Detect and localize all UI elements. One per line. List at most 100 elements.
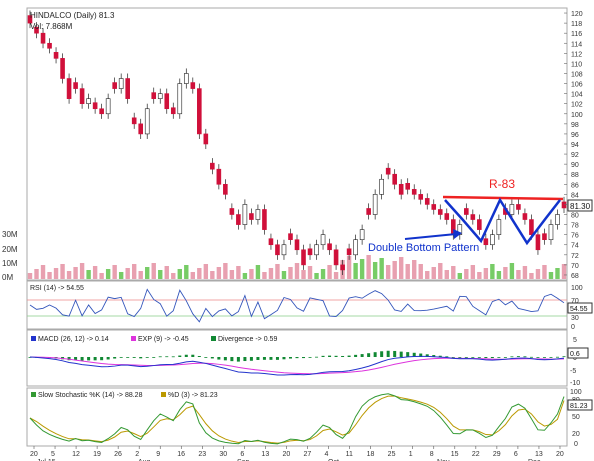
x-day-tick: 8 xyxy=(430,451,434,458)
divergence-bar xyxy=(432,355,436,357)
rsi-series xyxy=(29,288,565,323)
candle xyxy=(86,98,91,105)
volume-bar xyxy=(99,273,104,279)
rsi-tick-30: 30 xyxy=(571,315,579,322)
divergence-bar xyxy=(178,355,182,357)
volume-bar xyxy=(301,270,306,279)
x-day-tick: 29 xyxy=(493,451,501,458)
stoch-current-box xyxy=(567,399,593,411)
volume-bar xyxy=(385,265,391,279)
candle xyxy=(177,83,183,115)
divergence-bar xyxy=(555,356,559,358)
volume-bar xyxy=(548,272,554,279)
divergence-bar xyxy=(113,357,117,359)
rsi-tick-70: 70 xyxy=(571,298,579,305)
candle xyxy=(131,117,137,125)
volume-bar xyxy=(294,263,300,279)
stoch-panel xyxy=(26,387,568,447)
stoch-d-legend: %D (3) -> 81.23 xyxy=(168,392,218,399)
last-price-label: 81.30 xyxy=(570,202,591,211)
stoch-tick-20: 20 xyxy=(572,431,580,438)
divergence-bar xyxy=(438,355,442,357)
volume-bar xyxy=(555,268,560,279)
candle xyxy=(555,214,560,225)
divergence-bar xyxy=(380,351,384,357)
candle xyxy=(210,162,215,170)
stoch-tick-50: 50 xyxy=(572,414,580,421)
candle xyxy=(424,198,430,205)
candle xyxy=(53,52,59,59)
macd-tick-neg10: -10 xyxy=(570,380,580,387)
price-tick-86: 86 xyxy=(571,182,579,189)
candle xyxy=(418,194,424,200)
candle xyxy=(288,233,293,241)
pattern-arrow-line xyxy=(404,233,457,240)
divergence-bar xyxy=(412,352,416,357)
divergence-bar xyxy=(126,357,130,358)
volume-bar xyxy=(66,271,72,279)
divergence-bar xyxy=(74,357,78,361)
x-day-tick: 12 xyxy=(72,451,80,458)
volume-bar xyxy=(314,273,319,279)
pattern-arrow-head xyxy=(453,229,462,239)
candle xyxy=(183,73,189,84)
volume-bar xyxy=(177,269,182,279)
divergence-bar xyxy=(510,356,514,358)
volume-readout: Vol: 7.868M xyxy=(30,22,73,31)
divergence-bar xyxy=(191,354,195,357)
divergence-bar xyxy=(282,357,286,360)
x-day-tick: 30 xyxy=(219,451,227,458)
rsi-current-label: 54.55 xyxy=(570,306,588,313)
pattern-label: Double Bottom Pattern xyxy=(368,242,479,254)
volume-bar xyxy=(451,266,456,279)
x-month-label: Sep xyxy=(237,459,250,461)
volume-bar xyxy=(281,271,287,279)
price-tick-108: 108 xyxy=(571,71,583,78)
divergence-bar xyxy=(542,357,546,358)
divergence-bar xyxy=(477,357,481,358)
candle xyxy=(327,243,332,251)
volume-bar xyxy=(392,261,397,279)
price-tick-120: 120 xyxy=(571,11,583,18)
volume-bar xyxy=(223,263,228,279)
volume-bar xyxy=(372,262,378,279)
candle xyxy=(561,201,567,209)
volume-bar xyxy=(359,259,365,279)
candle xyxy=(542,233,547,241)
volume-bar xyxy=(333,272,339,279)
candle xyxy=(320,234,326,246)
price-tick-72: 72 xyxy=(571,253,579,260)
stoch-series xyxy=(29,393,565,445)
candle xyxy=(372,194,378,215)
volume-bar xyxy=(112,265,117,279)
price-tick-94: 94 xyxy=(571,142,579,149)
price-tick-98: 98 xyxy=(571,122,579,129)
candle xyxy=(268,238,274,246)
stoch-current-label: 81.23 xyxy=(570,403,588,410)
macd-current-box xyxy=(567,347,589,359)
divergence-bar xyxy=(210,357,214,359)
rsi-current-box xyxy=(567,302,593,314)
volume-bar xyxy=(47,272,52,279)
exp-legend-swatch xyxy=(131,336,136,341)
price-tick-74: 74 xyxy=(571,243,579,250)
divergence-bar xyxy=(295,357,299,359)
candle xyxy=(242,204,248,225)
candle xyxy=(125,78,130,99)
divergence-bar xyxy=(373,352,377,357)
candle xyxy=(483,238,489,246)
divergence-bar xyxy=(171,356,175,358)
divergence-bar xyxy=(484,357,488,359)
volume-bar xyxy=(457,273,463,279)
volume-bar xyxy=(275,264,280,279)
volume-bar xyxy=(105,269,111,279)
volume-bar xyxy=(164,266,169,279)
price-tick-114: 114 xyxy=(571,41,582,48)
volume-bar xyxy=(262,272,267,279)
volume-bar xyxy=(249,269,254,279)
volume-bar xyxy=(418,264,423,279)
candle xyxy=(301,249,306,266)
divergence-bar xyxy=(262,357,266,360)
divergence-bar xyxy=(523,356,527,358)
last-price-box xyxy=(567,199,593,212)
